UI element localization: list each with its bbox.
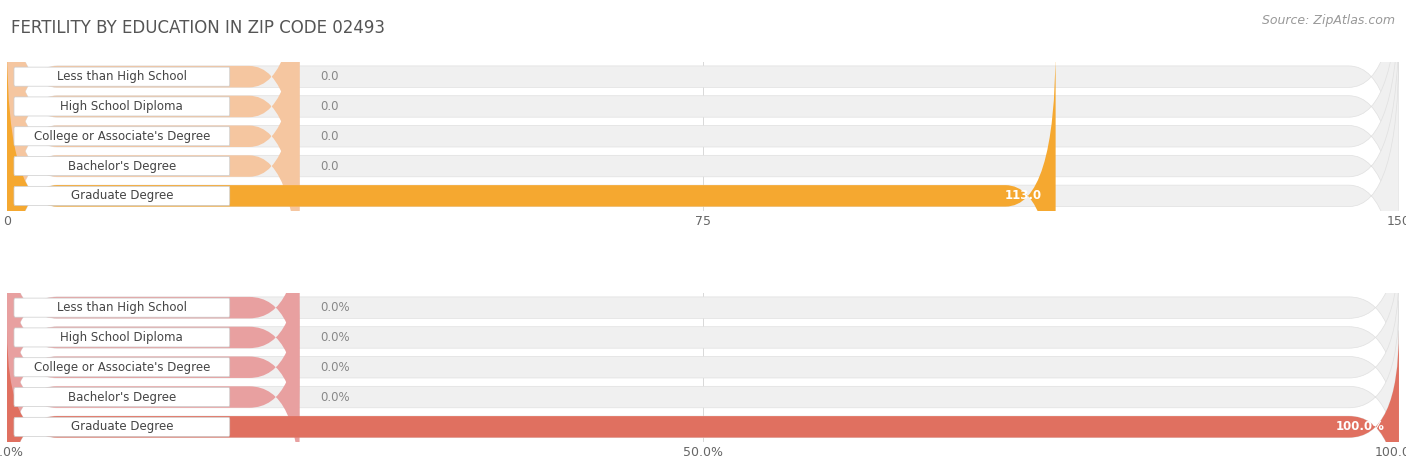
Text: 0.0: 0.0 [321,70,339,83]
FancyBboxPatch shape [14,157,229,176]
FancyBboxPatch shape [7,0,299,256]
FancyBboxPatch shape [7,301,299,475]
Text: 0.0: 0.0 [321,160,339,172]
FancyBboxPatch shape [7,271,1399,464]
FancyBboxPatch shape [7,241,1399,434]
Text: Graduate Degree: Graduate Degree [70,420,173,433]
FancyBboxPatch shape [14,67,229,86]
Text: Graduate Degree: Graduate Degree [70,190,173,202]
Text: High School Diploma: High School Diploma [60,100,183,113]
Text: Bachelor's Degree: Bachelor's Degree [67,390,176,404]
FancyBboxPatch shape [7,330,1399,475]
Text: Less than High School: Less than High School [56,301,187,314]
FancyBboxPatch shape [7,16,299,316]
FancyBboxPatch shape [7,0,299,227]
FancyBboxPatch shape [14,328,229,347]
Text: High School Diploma: High School Diploma [60,331,183,344]
Text: 0.0: 0.0 [321,130,339,143]
FancyBboxPatch shape [7,241,299,434]
FancyBboxPatch shape [7,46,1399,346]
Text: Less than High School: Less than High School [56,70,187,83]
Text: 100.0%: 100.0% [1336,420,1385,433]
FancyBboxPatch shape [14,418,229,437]
FancyBboxPatch shape [7,271,299,464]
Text: College or Associate's Degree: College or Associate's Degree [34,361,209,374]
FancyBboxPatch shape [14,186,229,205]
FancyBboxPatch shape [7,301,1399,475]
FancyBboxPatch shape [7,330,1399,475]
FancyBboxPatch shape [7,46,1056,346]
Text: Bachelor's Degree: Bachelor's Degree [67,160,176,172]
FancyBboxPatch shape [14,388,229,407]
FancyBboxPatch shape [14,97,229,116]
FancyBboxPatch shape [14,127,229,146]
Text: 0.0: 0.0 [321,100,339,113]
FancyBboxPatch shape [7,16,1399,316]
FancyBboxPatch shape [7,0,1399,227]
FancyBboxPatch shape [7,0,1399,286]
Text: FERTILITY BY EDUCATION IN ZIP CODE 02493: FERTILITY BY EDUCATION IN ZIP CODE 02493 [11,19,385,37]
Text: 0.0%: 0.0% [321,331,350,344]
Text: College or Associate's Degree: College or Associate's Degree [34,130,209,143]
Text: 0.0%: 0.0% [321,301,350,314]
FancyBboxPatch shape [14,298,229,317]
Text: 113.0: 113.0 [1004,190,1042,202]
FancyBboxPatch shape [7,211,299,404]
FancyBboxPatch shape [7,211,1399,404]
Text: Source: ZipAtlas.com: Source: ZipAtlas.com [1261,14,1395,27]
FancyBboxPatch shape [7,0,1399,256]
FancyBboxPatch shape [14,358,229,377]
Text: 0.0%: 0.0% [321,390,350,404]
Text: 0.0%: 0.0% [321,361,350,374]
FancyBboxPatch shape [7,0,299,286]
